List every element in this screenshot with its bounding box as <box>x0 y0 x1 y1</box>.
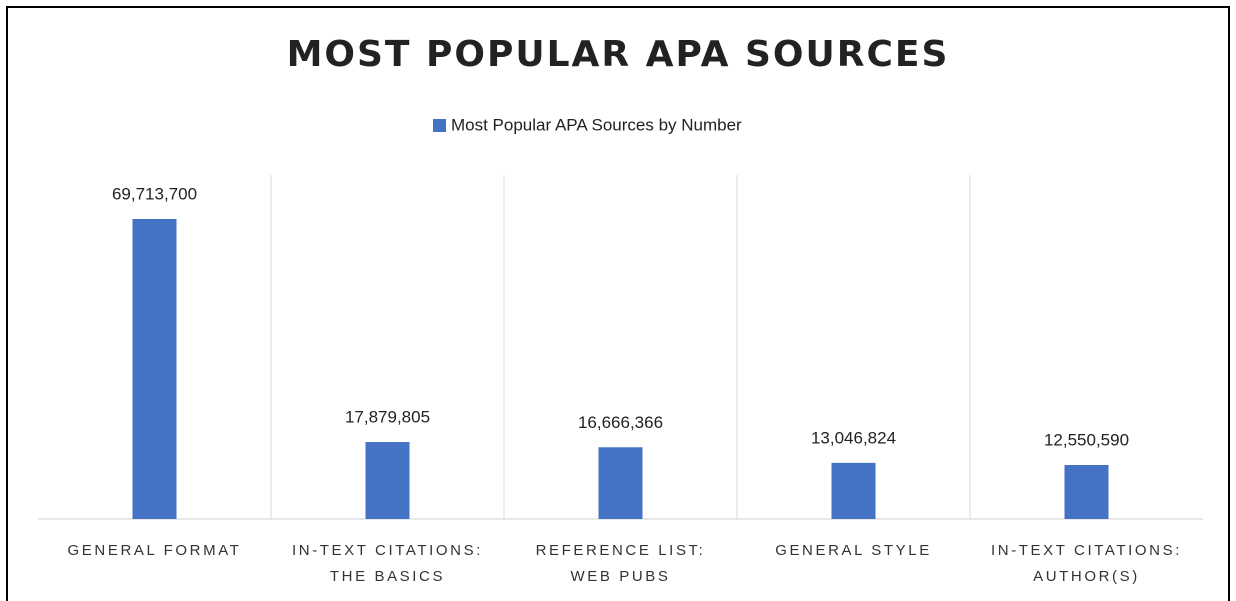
value-label: 12,550,590 <box>1044 430 1129 449</box>
bar <box>1064 464 1109 519</box>
legend-label: Most Popular APA Sources by Number <box>451 115 742 134</box>
x-tick-label: GENERAL FORMAT <box>67 542 242 559</box>
x-tick-label: IN-TEXT CITATIONS: AUTHOR(S) <box>991 542 1182 585</box>
x-tick-label: REFERENCE LIST: WEB PUBS <box>535 542 706 585</box>
bar <box>365 442 410 519</box>
value-label: 16,666,366 <box>578 413 663 432</box>
value-label: 17,879,805 <box>345 408 430 427</box>
x-tick-label: IN-TEXT CITATIONS: THE BASICS <box>292 542 483 585</box>
chart-title: MOST POPULAR APA SOURCES <box>287 34 950 75</box>
bar <box>598 447 643 519</box>
bar <box>132 219 177 519</box>
value-label: 69,713,700 <box>112 184 197 203</box>
legend-swatch <box>433 119 446 132</box>
x-tick-label: GENERAL STYLE <box>775 542 932 559</box>
value-label: 13,046,824 <box>811 428 896 447</box>
chart-border <box>6 6 1230 601</box>
bar <box>831 462 876 519</box>
